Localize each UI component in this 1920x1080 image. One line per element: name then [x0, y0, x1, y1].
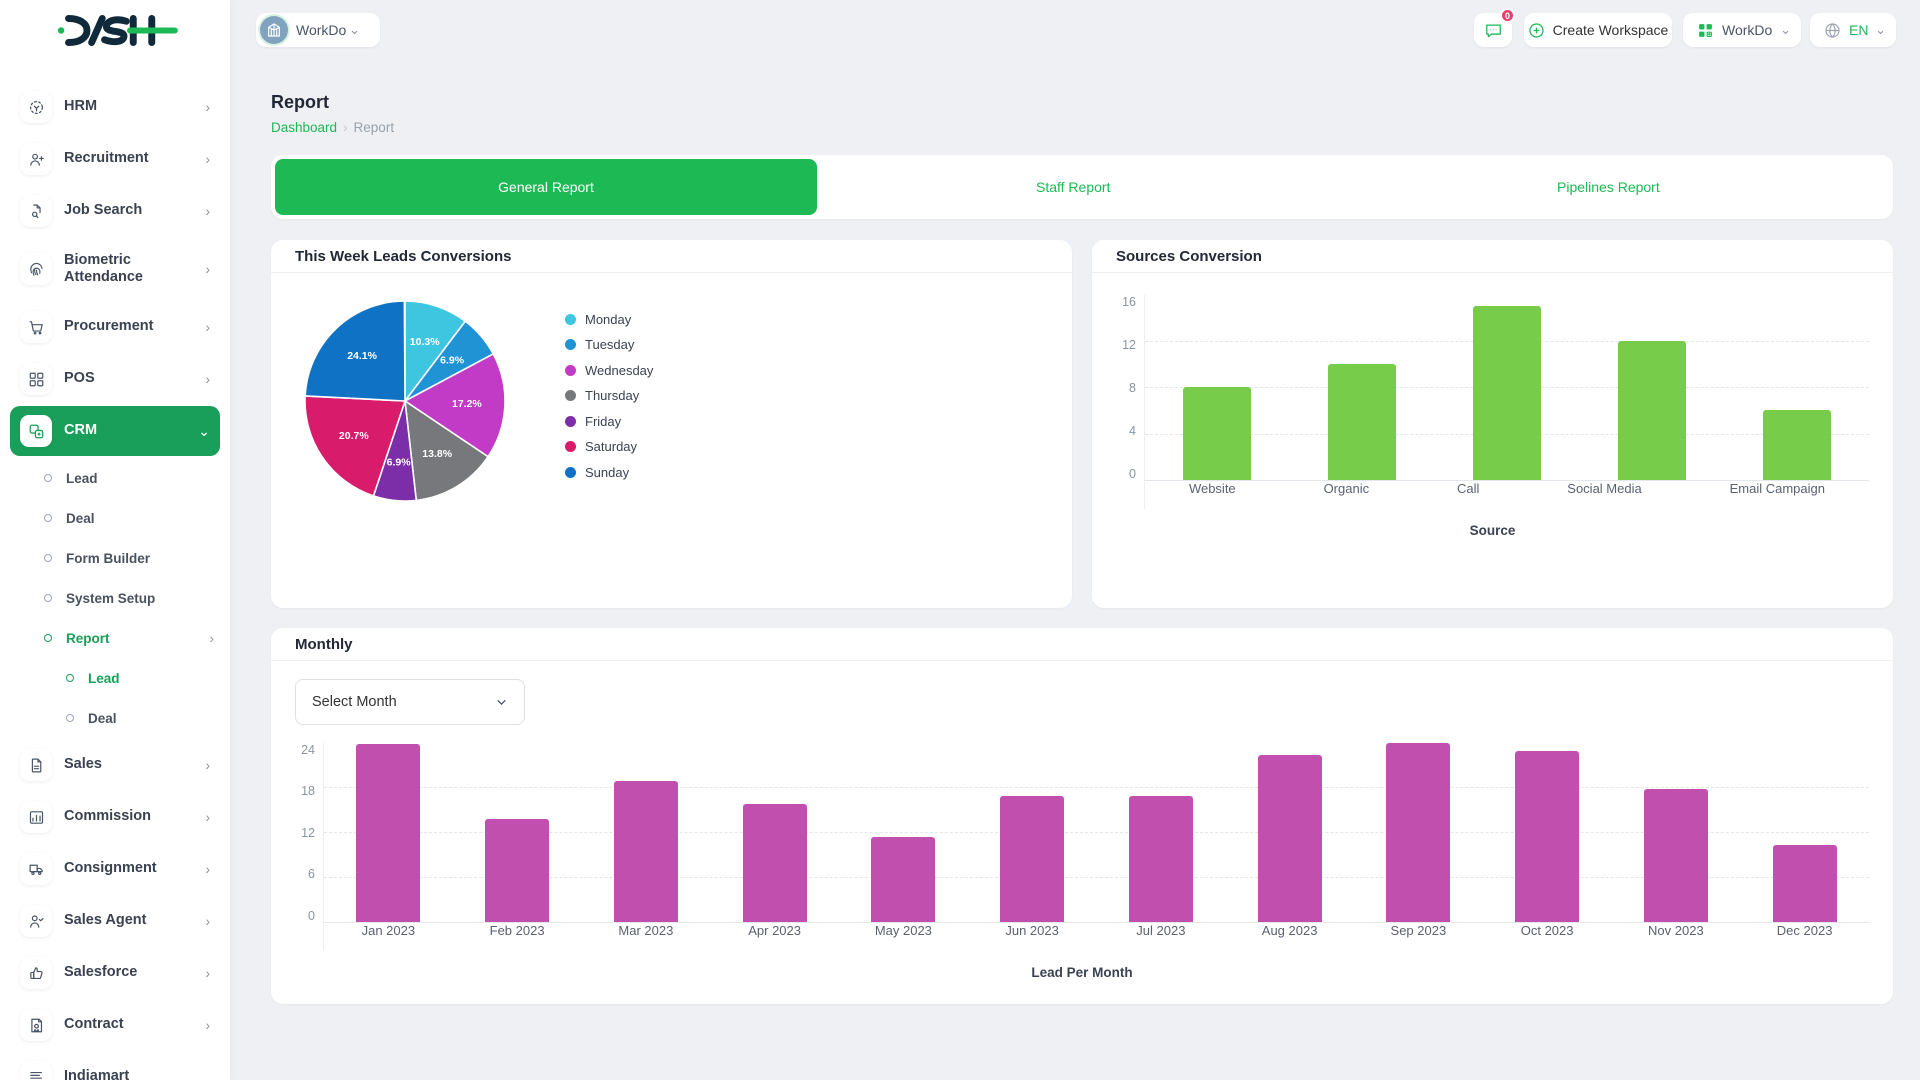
svg-text:20.7%: 20.7%	[339, 430, 369, 442]
svg-text:10.3%: 10.3%	[410, 336, 440, 348]
svg-text:13.8%: 13.8%	[422, 448, 452, 460]
svg-text:24.1%: 24.1%	[347, 350, 377, 362]
svg-text:17.2%: 17.2%	[452, 398, 482, 410]
svg-text:6.9%: 6.9%	[440, 354, 465, 366]
svg-text:6.9%: 6.9%	[387, 456, 412, 468]
